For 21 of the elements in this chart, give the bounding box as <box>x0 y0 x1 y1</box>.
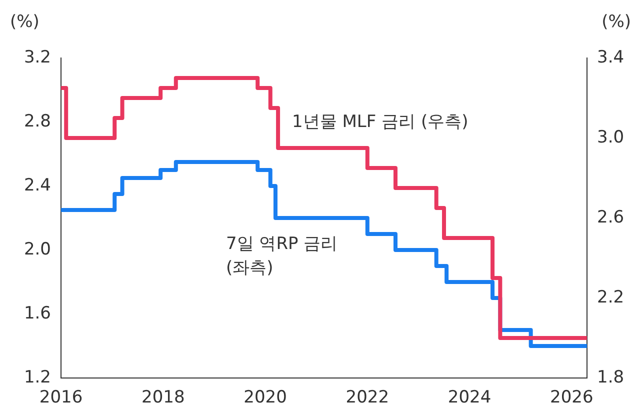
x-tick-label: 2022 <box>346 388 390 408</box>
series-label: 1년물 MLF 금리 (우측) <box>292 111 468 134</box>
y-axis-title: (%) <box>10 12 40 32</box>
y2-tick-label: 3.4 <box>597 47 624 68</box>
y-tick-label: 1.6 <box>24 303 51 324</box>
y2-tick-label: 3.0 <box>597 127 624 148</box>
y2-axis-title: (%) <box>602 12 631 32</box>
y-tick-label: 2.0 <box>24 239 51 260</box>
y2-tick-label: 1.8 <box>597 367 624 388</box>
y2-tick-label: 2.2 <box>597 287 624 308</box>
x-tick-label: 2024 <box>448 388 492 408</box>
y2-tick-label: 2.6 <box>597 207 624 228</box>
series-label: 7일 역RP 금리 (좌측) <box>226 233 339 280</box>
x-tick-label: 2026 <box>550 388 594 408</box>
y-tick-label: 3.2 <box>24 47 51 68</box>
x-tick-label: 2016 <box>39 388 83 408</box>
x-tick-label: 2020 <box>244 388 287 408</box>
x-tick-label: 2018 <box>142 388 185 408</box>
y-tick-label: 2.8 <box>24 111 51 132</box>
y-tick-label: 2.4 <box>24 175 51 196</box>
y-tick-label: 1.2 <box>24 367 51 388</box>
